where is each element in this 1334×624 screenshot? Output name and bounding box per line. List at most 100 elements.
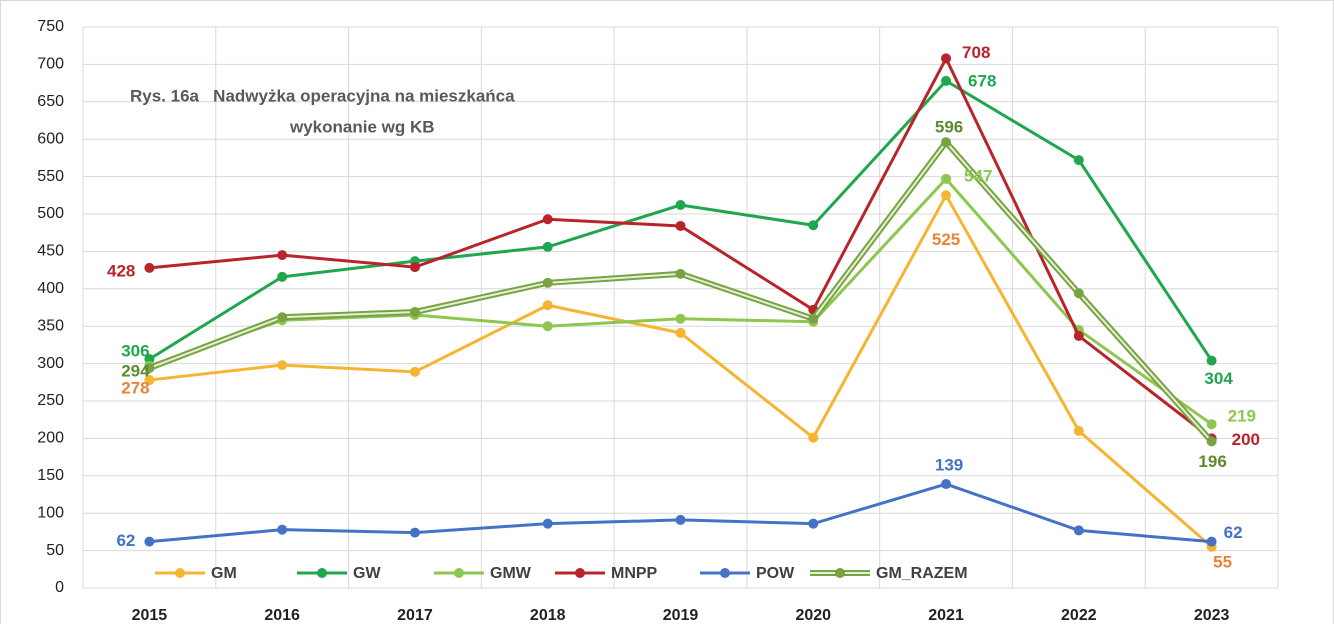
point xyxy=(1073,425,1084,436)
point xyxy=(675,514,686,525)
y-tick-label: 300 xyxy=(37,355,64,372)
data-label: 278 xyxy=(121,379,149,398)
y-tick-label: 500 xyxy=(37,205,64,222)
point xyxy=(808,313,819,324)
point xyxy=(277,524,288,535)
point xyxy=(409,366,420,377)
data-label: 62 xyxy=(1224,523,1243,542)
data-label: 547 xyxy=(964,166,992,185)
point xyxy=(409,527,420,538)
data-label: 196 xyxy=(1198,452,1226,471)
legend-marker xyxy=(575,568,585,578)
point xyxy=(675,313,686,324)
x-tick-label: 2020 xyxy=(795,607,831,624)
plot xyxy=(144,53,1217,552)
point xyxy=(277,250,288,261)
point xyxy=(1206,419,1217,430)
x-tick-label: 2016 xyxy=(264,607,300,624)
point xyxy=(542,277,553,288)
data-label: 596 xyxy=(935,118,963,137)
x-tick-label: 2017 xyxy=(397,607,433,624)
x-tick-label: 2019 xyxy=(663,607,699,624)
data-label: 678 xyxy=(968,71,996,90)
point xyxy=(144,262,155,273)
legend-marker xyxy=(175,568,185,578)
point xyxy=(941,173,952,184)
point xyxy=(675,268,686,279)
point xyxy=(1073,155,1084,166)
point xyxy=(675,327,686,338)
legend-label: MNPP xyxy=(611,565,658,582)
x-tick-label: 2015 xyxy=(132,607,168,624)
point xyxy=(542,321,553,332)
data-label: 200 xyxy=(1232,430,1260,449)
legend-marker xyxy=(835,568,845,578)
point xyxy=(1206,436,1217,447)
y-tick-label: 200 xyxy=(37,430,64,447)
data-label: 55 xyxy=(1213,552,1232,571)
point xyxy=(542,300,553,311)
point xyxy=(1073,525,1084,536)
point xyxy=(277,271,288,282)
y-tick-label: 400 xyxy=(37,280,64,297)
x-tick-label: 2022 xyxy=(1061,607,1097,624)
chart-subtitle: wykonanie wg KB xyxy=(289,117,435,136)
data-label: 304 xyxy=(1204,369,1233,388)
x-tick-label: 2023 xyxy=(1194,607,1230,624)
point xyxy=(409,306,420,317)
data-label: 525 xyxy=(932,230,960,249)
y-tick-label: 450 xyxy=(37,243,64,260)
point xyxy=(144,375,155,386)
point xyxy=(409,262,420,273)
legend-label: GM_RAZEM xyxy=(876,565,968,582)
point xyxy=(941,190,952,201)
legend-marker xyxy=(454,568,464,578)
data-label: 219 xyxy=(1228,407,1256,426)
point xyxy=(808,518,819,529)
point xyxy=(277,360,288,371)
y-tick-label: 550 xyxy=(37,168,64,185)
data-label: 294 xyxy=(121,362,150,381)
point xyxy=(144,536,155,547)
y-tick-label: 600 xyxy=(37,130,64,147)
point xyxy=(808,432,819,443)
y-tick-label: 100 xyxy=(37,504,64,521)
legend-marker xyxy=(720,568,730,578)
data-label: 708 xyxy=(962,43,990,62)
legend-label: POW xyxy=(756,565,795,582)
point xyxy=(1073,288,1084,299)
point xyxy=(144,363,155,374)
x-tick-label: 2021 xyxy=(928,607,964,624)
point xyxy=(1206,536,1217,547)
y-tick-label: 0 xyxy=(55,579,64,596)
data-label: 306 xyxy=(121,342,149,361)
y-tick-label: 150 xyxy=(37,467,64,484)
legend-marker xyxy=(317,568,327,578)
point xyxy=(542,518,553,529)
point xyxy=(808,220,819,231)
data-label: 428 xyxy=(107,261,135,280)
data-label: 62 xyxy=(116,531,135,550)
point xyxy=(941,137,952,148)
point xyxy=(542,214,553,225)
point xyxy=(1206,355,1217,366)
point xyxy=(1073,330,1084,341)
y-tick-label: 250 xyxy=(37,392,64,409)
point xyxy=(675,220,686,231)
y-tick-label: 700 xyxy=(37,56,64,73)
y-tick-label: 750 xyxy=(37,18,64,35)
point xyxy=(277,312,288,323)
x-tick-label: 2018 xyxy=(530,607,566,624)
y-tick-label: 350 xyxy=(37,317,64,334)
point xyxy=(941,479,952,490)
legend-label: GMW xyxy=(490,565,532,582)
y-tick-label: 50 xyxy=(46,542,64,559)
point xyxy=(675,200,686,211)
y-tick-label: 650 xyxy=(37,93,64,110)
chart-title: Rys. 16a Nadwyżka operacyjna na mieszkań… xyxy=(130,86,515,105)
point xyxy=(941,75,952,86)
legend-label: GW xyxy=(353,565,381,582)
point xyxy=(542,241,553,252)
point xyxy=(941,53,952,64)
